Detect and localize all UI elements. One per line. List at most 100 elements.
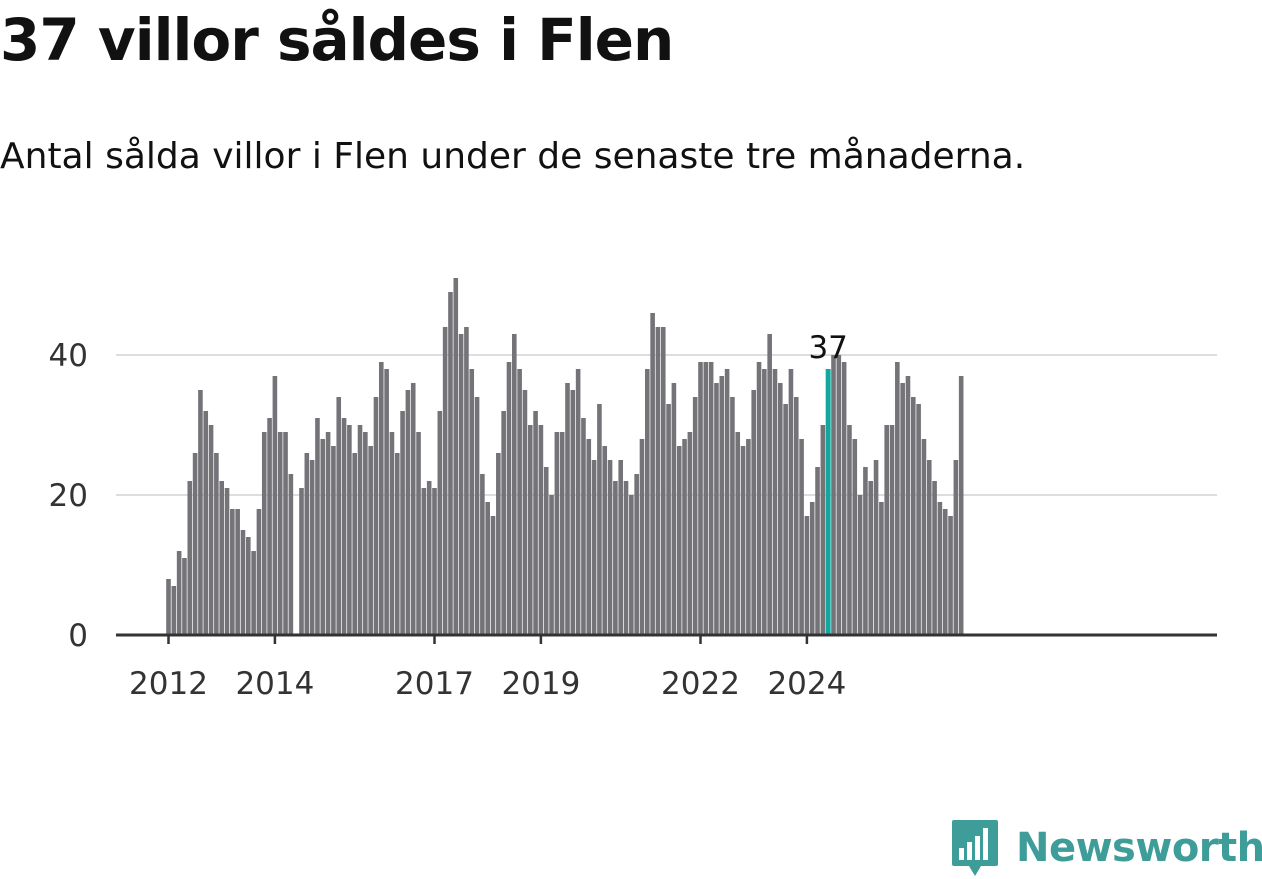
bar	[671, 383, 677, 635]
bar	[762, 369, 767, 635]
bar	[527, 425, 533, 635]
bar	[836, 355, 842, 635]
y-tick-label: 40	[49, 338, 88, 374]
bar	[219, 481, 224, 635]
bar	[852, 439, 858, 635]
bar	[437, 411, 443, 635]
bar	[767, 334, 772, 635]
bar	[932, 481, 937, 635]
data-label: 37	[808, 330, 847, 366]
bar	[283, 432, 288, 635]
x-tick-label: 2019	[501, 666, 580, 702]
bar	[698, 362, 703, 635]
bar	[751, 390, 756, 635]
bar	[176, 551, 182, 635]
page-title: 37 villor såldes i Flen	[0, 6, 674, 74]
newsworthy-logo: Newsworthy	[950, 818, 1262, 878]
bar	[570, 390, 576, 635]
bar	[325, 432, 331, 635]
bar	[746, 439, 751, 635]
x-tick-label: 2014	[235, 666, 314, 702]
bar	[442, 327, 448, 635]
bar	[660, 327, 666, 635]
bar	[714, 383, 719, 635]
bar	[884, 425, 889, 635]
bar	[772, 369, 778, 635]
bar	[911, 397, 916, 635]
bar	[953, 460, 959, 635]
bar	[735, 432, 741, 635]
bar	[730, 397, 735, 635]
bar	[384, 369, 389, 635]
bar	[916, 404, 921, 635]
bar	[246, 537, 251, 635]
bar	[591, 460, 597, 635]
bar	[543, 467, 549, 635]
bar	[948, 516, 953, 635]
page-subtitle: Antal sålda villor i Flen under de senas…	[0, 136, 1026, 177]
bar	[256, 509, 262, 635]
bar	[187, 481, 193, 635]
bar	[581, 418, 586, 635]
bar	[841, 362, 847, 635]
bar	[783, 404, 788, 635]
bar	[363, 432, 368, 635]
bar	[379, 362, 384, 635]
bar	[198, 390, 203, 635]
bar	[506, 362, 512, 635]
bar	[863, 467, 868, 635]
bar	[623, 481, 629, 635]
bar	[831, 355, 836, 635]
bar	[905, 376, 911, 635]
bar	[926, 460, 932, 635]
bar	[778, 383, 783, 635]
bar	[586, 439, 592, 635]
bar	[793, 397, 799, 635]
bar	[618, 460, 623, 635]
bar	[448, 292, 453, 635]
bar	[847, 425, 852, 635]
bar	[251, 551, 256, 635]
bar	[421, 488, 427, 635]
bar	[304, 453, 310, 635]
bar	[315, 418, 320, 635]
bar	[235, 509, 240, 635]
bar	[464, 327, 469, 635]
bar	[634, 474, 639, 635]
bar	[453, 278, 459, 635]
bar	[666, 404, 671, 635]
bar	[655, 327, 661, 635]
bar	[432, 488, 437, 635]
bar	[224, 488, 230, 635]
bar	[613, 481, 618, 635]
bar	[512, 334, 517, 635]
bar	[958, 376, 964, 635]
bar	[405, 390, 411, 635]
x-tick-label: 2024	[767, 666, 846, 702]
bar	[533, 411, 538, 635]
bar	[639, 439, 645, 635]
bar	[575, 369, 581, 635]
bar	[788, 369, 794, 635]
bar	[692, 397, 698, 635]
x-tick-label: 2017	[395, 666, 474, 702]
bar	[389, 432, 395, 635]
bar	[347, 425, 352, 635]
bar	[645, 369, 650, 635]
bar	[214, 453, 219, 635]
bar	[682, 439, 687, 635]
bar	[341, 418, 347, 635]
bar-chart-badge-icon	[952, 820, 998, 876]
bar-highlight	[825, 369, 831, 635]
bar	[299, 488, 304, 635]
bar	[942, 509, 948, 635]
bar	[357, 425, 363, 635]
bar	[937, 502, 943, 635]
bar	[559, 432, 565, 635]
bar	[261, 432, 267, 635]
bar	[719, 376, 725, 635]
bar	[272, 376, 278, 635]
bar	[336, 397, 342, 635]
bar	[868, 481, 874, 635]
